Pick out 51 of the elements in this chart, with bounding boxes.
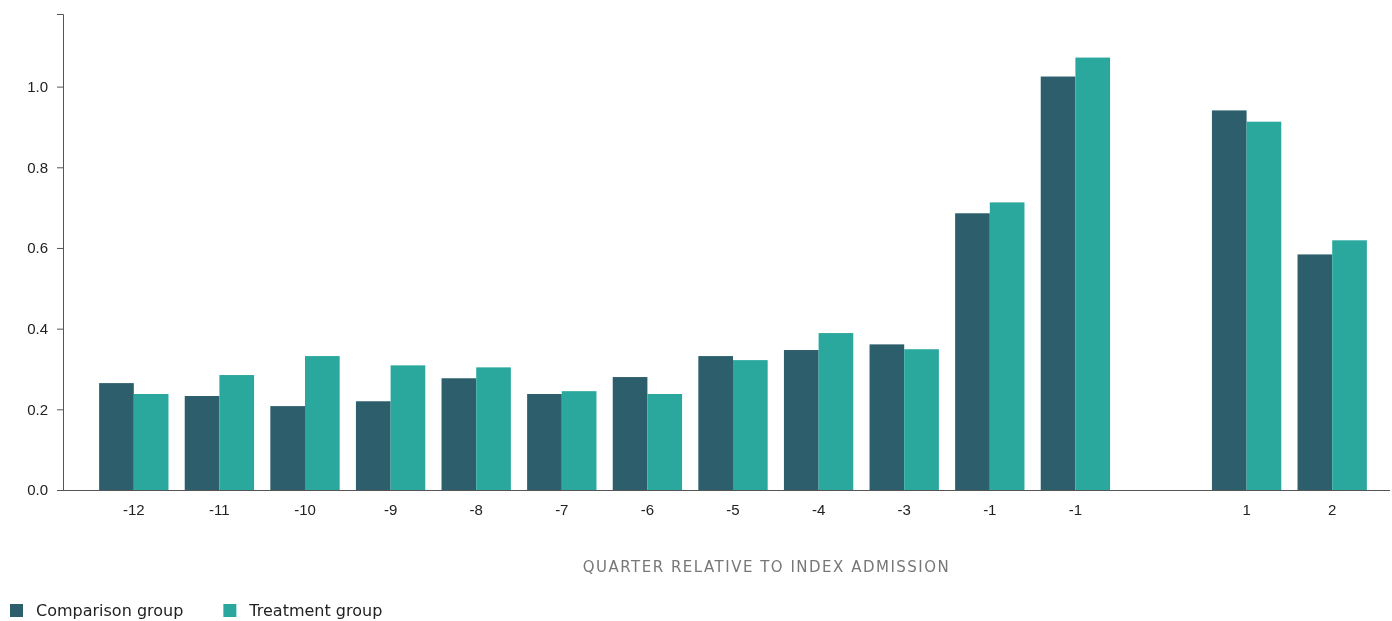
bar: [1075, 57, 1111, 490]
bar: [647, 393, 683, 490]
x-tick-label: -8: [469, 500, 483, 518]
x-tick-label: -6: [640, 500, 655, 518]
bar: [476, 367, 511, 490]
y-tick-label: 0.0: [27, 481, 48, 499]
x-tick-label: -1: [1068, 500, 1083, 518]
bar: [1246, 121, 1282, 490]
bar: [219, 375, 255, 490]
x-tick-label: -9: [383, 500, 398, 518]
y-tick-label: 0.4: [27, 319, 48, 337]
bar: [698, 356, 733, 490]
bar: [527, 393, 562, 490]
legend-label: Treatment group: [248, 601, 383, 620]
bar: [99, 383, 134, 490]
bar: [1040, 76, 1076, 490]
bar: [869, 344, 905, 490]
bar: [989, 202, 1025, 490]
bar: [133, 393, 169, 490]
bar: [783, 350, 819, 490]
bar: [270, 406, 305, 490]
x-tick-label: 2: [1328, 500, 1337, 518]
x-tick-label: -4: [811, 500, 826, 518]
bar: [441, 378, 477, 490]
bar: [1332, 240, 1367, 490]
legend-label: Comparison group: [36, 601, 184, 620]
bar: [390, 365, 426, 490]
bar: [612, 377, 648, 490]
x-tick-label: -11: [209, 500, 230, 518]
y-tick-label: 0.6: [27, 239, 48, 257]
bar: [1211, 110, 1247, 490]
x-tick-label: -5: [726, 500, 740, 518]
y-tick-label: 0.8: [27, 158, 48, 176]
x-tick-label: -3: [897, 500, 911, 518]
x-tick-label: -7: [555, 500, 569, 518]
bar: [305, 356, 340, 490]
bar: [355, 401, 391, 490]
bar: [733, 360, 768, 490]
bar: [184, 396, 220, 490]
x-tick-label: -12: [122, 500, 145, 518]
x-axis-title: QUARTER RELATIVE TO INDEX ADMISSION: [582, 558, 951, 576]
bar: [561, 391, 597, 490]
bar: [904, 349, 939, 490]
bar: [955, 213, 990, 490]
x-tick-label: -10: [294, 500, 316, 518]
x-tick-label: 1: [1242, 500, 1251, 518]
bar: [818, 333, 854, 490]
x-tick-label: -1: [983, 500, 997, 518]
y-tick-label: 0.2: [27, 400, 48, 418]
bar: [1297, 254, 1333, 490]
y-tick-label: 1.0: [27, 77, 48, 95]
